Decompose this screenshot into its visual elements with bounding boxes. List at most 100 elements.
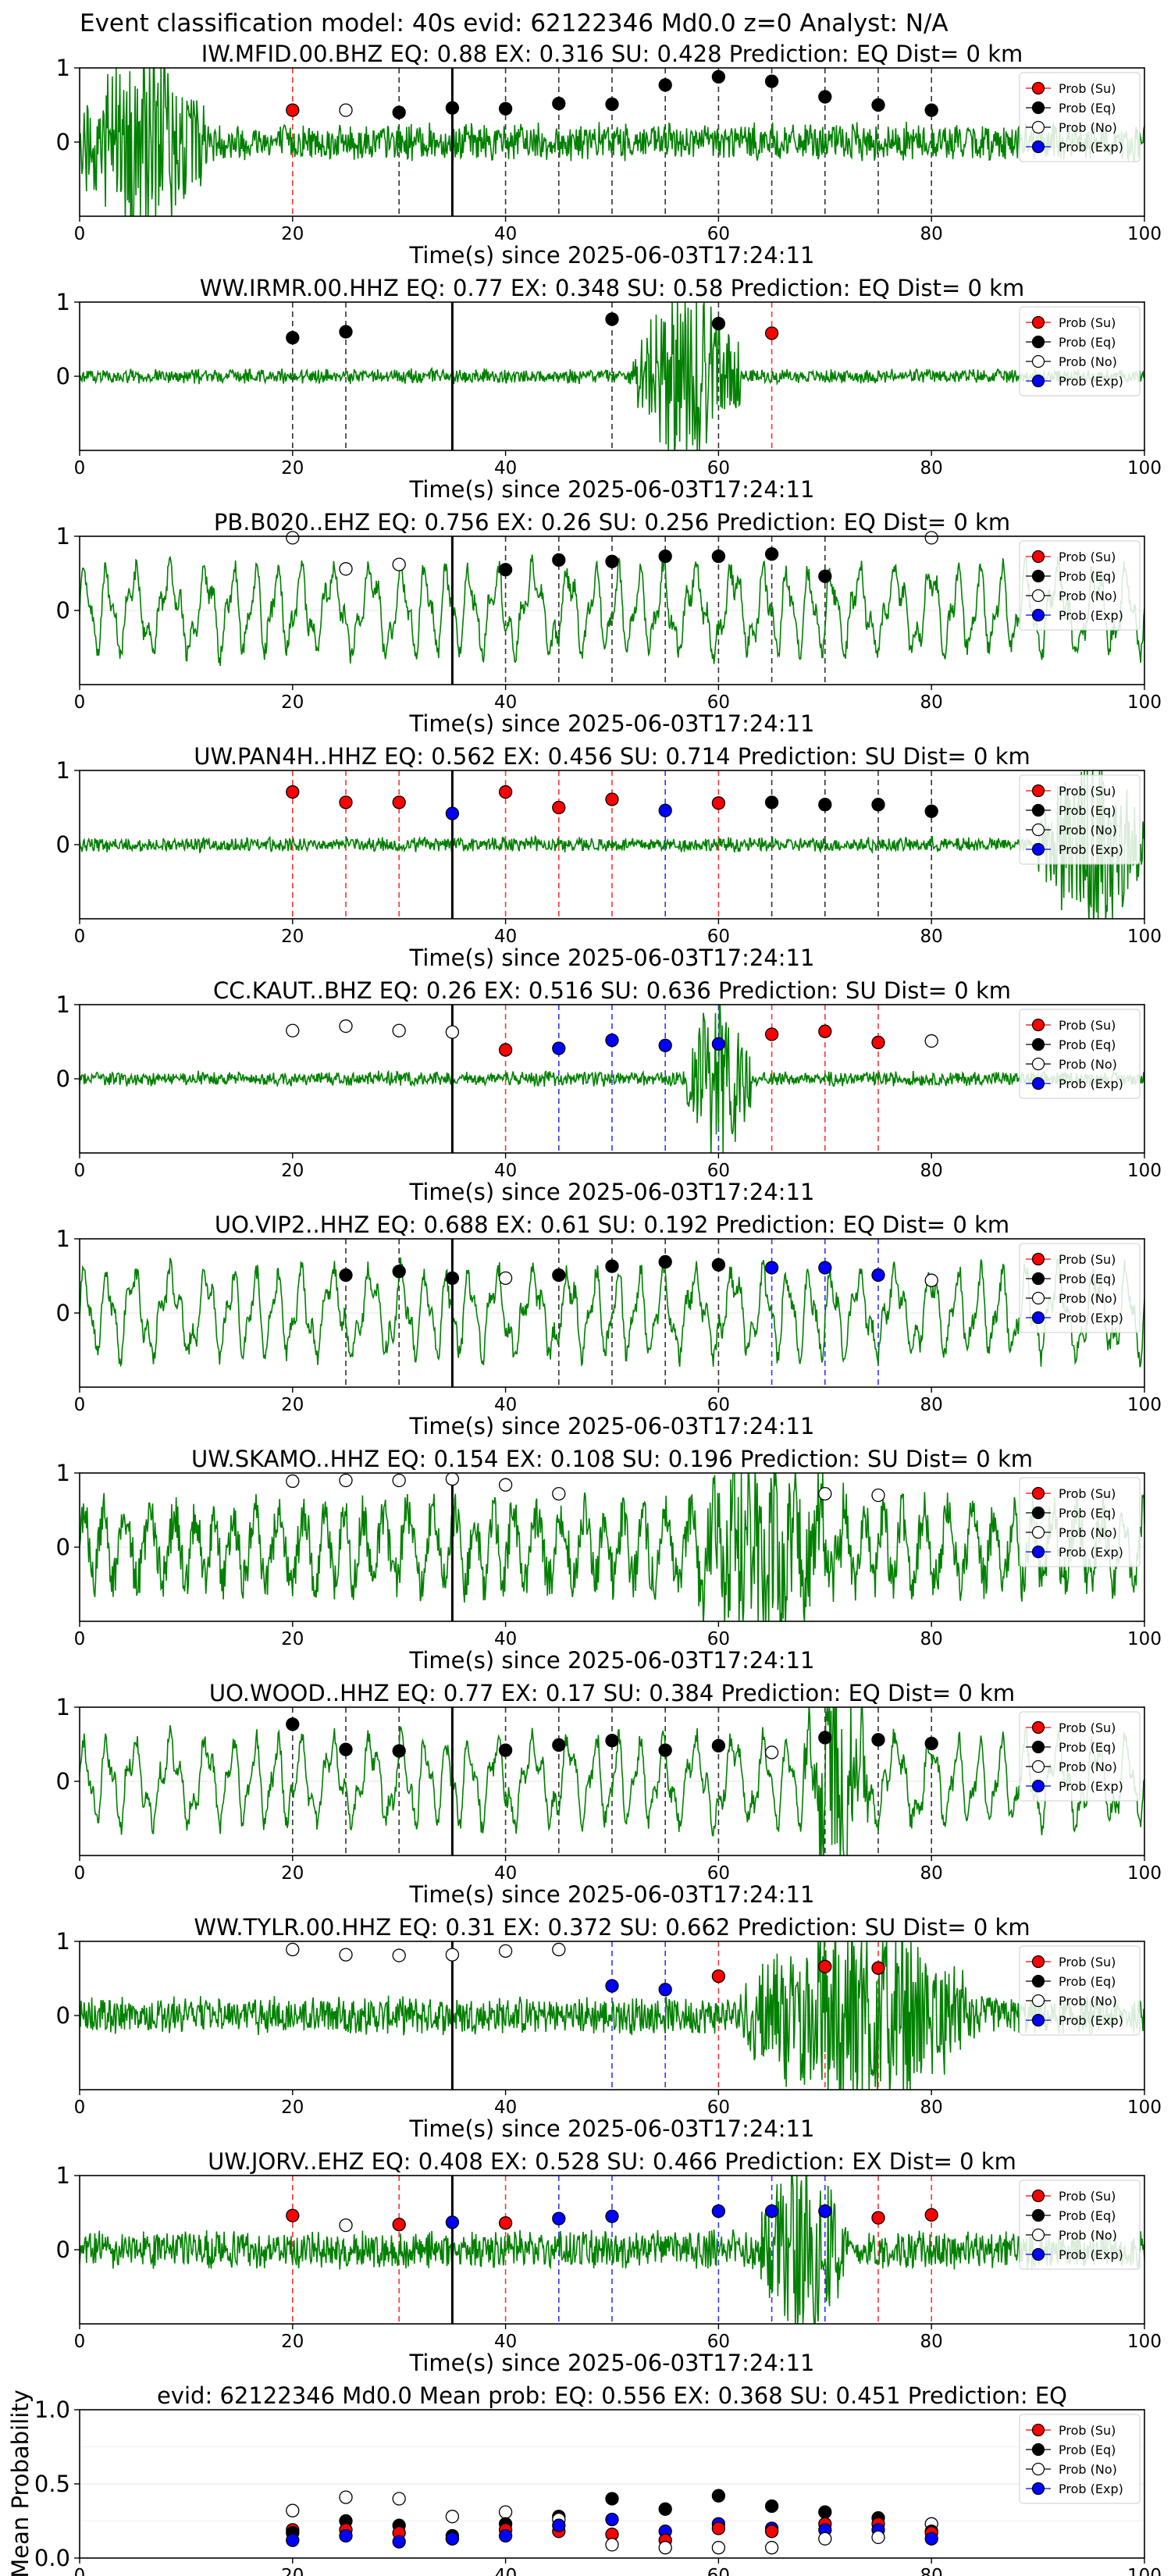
prob-point-exp [445,2532,460,2546]
waveform-trace [80,68,1144,216]
prob-point-eq [711,1258,726,1272]
x-tick-label: 60 [707,1629,730,1649]
prob-point-eq [871,1733,885,1747]
prob-point-exp [711,2204,726,2218]
x-tick-label: 20 [281,224,304,244]
x-tick-label: 80 [920,1629,943,1649]
prob-point-eq [871,98,885,112]
legend-marker [1031,1037,1045,1051]
legend-label: Prob (Eq) [1059,1974,1116,1989]
legend-marker [1031,1272,1045,1286]
x-tick-label: 40 [494,2097,517,2118]
prob-point-no [498,1478,513,1492]
prob-point-eq [605,1259,619,1273]
prob-point-eq [658,1254,672,1269]
prob-point-eq [445,1271,460,1285]
prob-point-no [818,2532,832,2546]
prob-point-no [286,1474,300,1489]
prob-point-no [552,1486,566,1501]
prob-point-no [445,1471,460,1486]
prob-point-exp [605,1979,619,1993]
prob-point-eq [924,1736,938,1751]
prob-point-exp [552,1041,566,1055]
legend-marker [1031,1057,1045,1071]
legend-label: Prob (Su) [1059,1018,1116,1033]
legend-marker [1031,335,1045,349]
prob-point-exp [605,2512,619,2527]
x-tick-label: 20 [281,2332,304,2352]
prob-point-no [286,531,300,545]
legend-marker [1031,823,1045,837]
legend-label: Prob (Su) [1059,784,1116,799]
prob-point-su [871,2211,885,2225]
prob-point-exp [498,2528,513,2543]
prob-point-no [871,1488,885,1503]
legend-marker [1031,354,1045,368]
x-axis-label: Time(s) since 2025-06-03T17:24:11 [409,945,815,971]
waveform-trace [80,1707,1144,1856]
y-tick-label: 1 [56,523,70,550]
legend-label: Prob (Exp) [1059,608,1123,623]
prob-point-eq [605,312,619,326]
prob-point-no [498,2505,513,2519]
x-tick-label: 0 [74,458,86,479]
x-axis-label: Time(s) since 2025-06-03T17:24:11 [409,710,815,737]
prob-point-su [392,795,406,809]
legend-marker [1031,569,1045,583]
prob-point-eq [605,554,619,568]
chart-panel-11: evid: 62122346 Md0.0 Mean prob: EQ: 0.55… [7,2382,1162,2576]
x-tick-label: 20 [281,692,304,713]
y-tick-label: 0 [56,2236,70,2263]
legend-marker [1031,1759,1045,1774]
chart-panel-1: IW.MFID.00.BHZ EQ: 0.88 EX: 0.316 SU: 0.… [56,41,1162,269]
x-tick-label: 100 [1127,224,1162,244]
y-tick-label: 1 [56,1460,70,1486]
prob-point-eq [286,330,300,345]
prob-point-exp [445,2215,460,2229]
prob-point-no [445,1025,460,1039]
legend-label: Prob (Eq) [1059,1506,1116,1521]
x-tick-label: 60 [707,692,730,713]
x-axis-label: Time(s) since 2025-06-03T17:24:11 [409,1647,815,1674]
x-tick-label: 20 [281,2097,304,2118]
legend-label: Prob (No) [1059,1525,1117,1540]
prob-point-no [339,1473,353,1488]
legend-box [1019,2179,1141,2270]
legend-label: Prob (Exp) [1059,374,1123,389]
prob-point-eq [764,547,779,561]
panel-title: UO.WOOD..HHZ EQ: 0.77 EX: 0.17 SU: 0.384… [209,1680,1015,1706]
prob-point-no [392,1023,406,1037]
x-tick-label: 80 [920,2566,943,2576]
legend-label: Prob (Eq) [1059,335,1116,350]
prob-point-exp [818,2204,832,2218]
prob-point-su [286,103,300,117]
y-tick-label: 0 [56,831,70,858]
legend-label: Prob (Exp) [1059,140,1123,155]
x-tick-label: 40 [494,458,517,479]
legend-marker [1031,608,1045,622]
x-tick-label: 100 [1127,2332,1162,2352]
y-tick-label: 0 [56,129,70,155]
prob-point-no [339,562,353,576]
prob-point-eq [924,804,938,818]
chart-panel-5: CC.KAUT..BHZ EQ: 0.26 EX: 0.516 SU: 0.63… [56,977,1162,1205]
prob-point-eq [711,550,726,564]
prob-point-no [605,2538,619,2552]
legend-label: Prob (Eq) [1059,1740,1116,1755]
prob-point-su [711,2521,726,2535]
legend-marker [1031,374,1045,388]
prob-point-eq [498,1743,513,1757]
prob-point-su [286,785,300,799]
prob-point-eq [658,550,672,564]
prob-point-eq [605,1734,619,1748]
prob-point-no [339,1019,353,1034]
prob-point-eq [711,69,726,84]
legend-marker [1031,101,1045,115]
prob-point-eq [552,96,566,111]
x-tick-label: 100 [1127,1161,1162,1181]
prob-point-eq [392,1265,406,1279]
prob-point-no [764,2541,779,2555]
prob-point-exp [605,1033,619,1048]
prob-point-exp [764,1261,779,1275]
legend-marker [1031,1311,1045,1325]
